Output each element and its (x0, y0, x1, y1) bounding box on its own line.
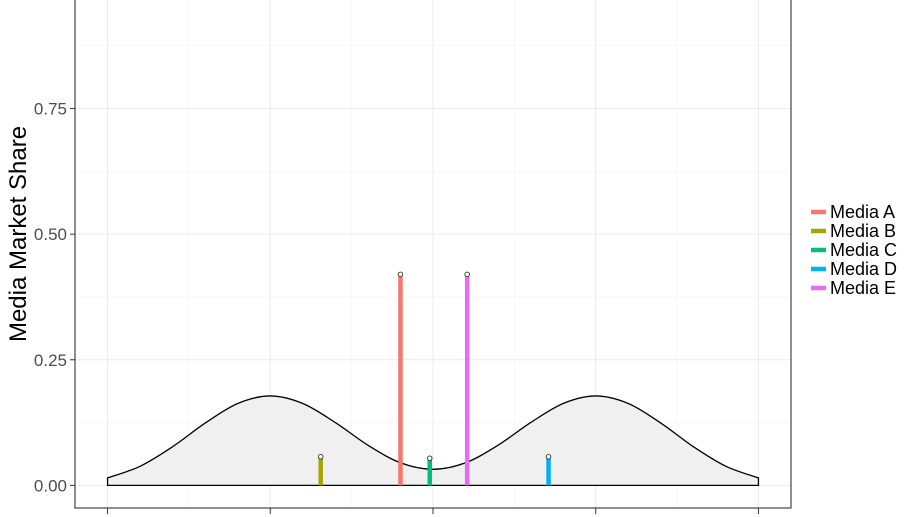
y-tick-label: 0.50 (34, 225, 67, 244)
legend-label-media-d: Media D (830, 259, 897, 279)
x-axis (107, 508, 759, 514)
major-gridlines (75, 0, 791, 508)
legend-label-media-b: Media B (830, 221, 896, 241)
point-media-d (545, 453, 552, 460)
y-axis-title: Media Market Share (5, 126, 32, 342)
population-density-area (106, 395, 760, 487)
media-bars (317, 271, 552, 486)
y-tick-label: 0.00 (34, 476, 67, 495)
point-media-b (317, 453, 324, 460)
y-axis: 0.00 0.25 0.50 0.75 (34, 100, 75, 495)
point-media-e (464, 271, 470, 278)
legend-label-media-c: Media C (830, 240, 897, 260)
y-tick-label: 0.25 (34, 351, 67, 370)
legend-label-media-a: Media A (830, 202, 895, 222)
legend-label-media-e: Media E (830, 278, 896, 298)
point-media-a (397, 271, 404, 278)
y-tick-label: 0.75 (34, 100, 67, 119)
point-media-c (426, 455, 433, 462)
